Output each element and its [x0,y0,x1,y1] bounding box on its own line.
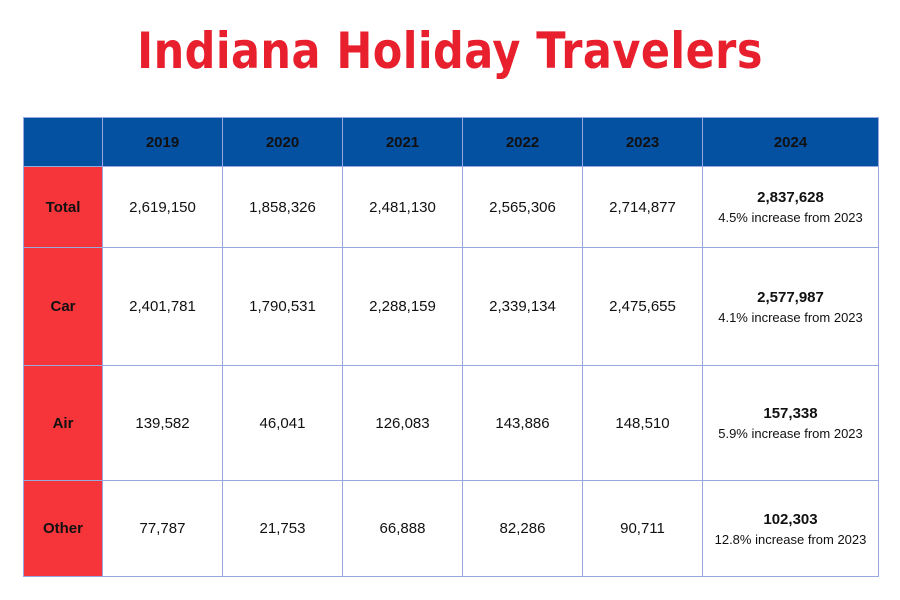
table-cell: 1,858,326 [222,166,343,248]
value-2024: 2,577,987 [757,288,824,306]
table-cell: 126,083 [342,365,463,481]
row-header: Other [23,480,103,577]
table-cell: 66,888 [342,480,463,577]
table-row: Air 139,582 46,041 126,083 143,886 148,5… [23,365,879,481]
table-row: Total 2,619,150 1,858,326 2,481,130 2,56… [23,166,879,248]
table-cell: 139,582 [102,365,223,481]
column-header: 2024 [702,117,879,167]
table-cell: 77,787 [102,480,223,577]
change-note: 4.5% increase from 2023 [718,210,863,225]
change-note: 12.8% increase from 2023 [714,531,867,547]
table-cell-2024: 2,577,987 4.1% increase from 2023 [702,247,879,366]
table-cell: 2,339,134 [462,247,583,366]
column-header: 2020 [222,117,343,167]
row-header: Car [23,247,103,366]
chart-title: Indiana Holiday Travelers [137,22,763,80]
column-header: 2023 [582,117,703,167]
value-2024: 102,303 [763,510,818,528]
table-cell: 2,288,159 [342,247,463,366]
table-cell-2024: 102,303 12.8% increase from 2023 [702,480,879,577]
travelers-table: 2019 2020 2021 2022 2023 2024 Total 2,61… [23,117,879,577]
table-cell: 2,481,130 [342,166,463,248]
column-header: 2021 [342,117,463,167]
row-header: Total [23,166,103,248]
table-row: Other 77,787 21,753 66,888 82,286 90,711… [23,480,879,577]
value-2024: 157,338 [763,405,818,422]
table-cell: 2,401,781 [102,247,223,366]
value-2024: 2,837,628 [757,189,824,206]
table-cell: 148,510 [582,365,703,481]
header-row: 2019 2020 2021 2022 2023 2024 [23,117,879,167]
table-cell: 21,753 [222,480,343,577]
table-cell: 2,714,877 [582,166,703,248]
table-cell: 2,619,150 [102,166,223,248]
table-cell: 143,886 [462,365,583,481]
change-note: 5.9% increase from 2023 [718,426,863,441]
header-corner [23,117,103,167]
table-cell: 1,790,531 [222,247,343,366]
table-cell: 90,711 [582,480,703,577]
table-cell-2024: 157,338 5.9% increase from 2023 [702,365,879,481]
table-cell-2024: 2,837,628 4.5% increase from 2023 [702,166,879,248]
column-header: 2019 [102,117,223,167]
table-cell: 46,041 [222,365,343,481]
table-cell: 2,565,306 [462,166,583,248]
column-header: 2022 [462,117,583,167]
table-row: Car 2,401,781 1,790,531 2,288,159 2,339,… [23,247,879,366]
table-cell: 2,475,655 [582,247,703,366]
table-cell: 82,286 [462,480,583,577]
change-note: 4.1% increase from 2023 [718,309,863,325]
row-header: Air [23,365,103,481]
